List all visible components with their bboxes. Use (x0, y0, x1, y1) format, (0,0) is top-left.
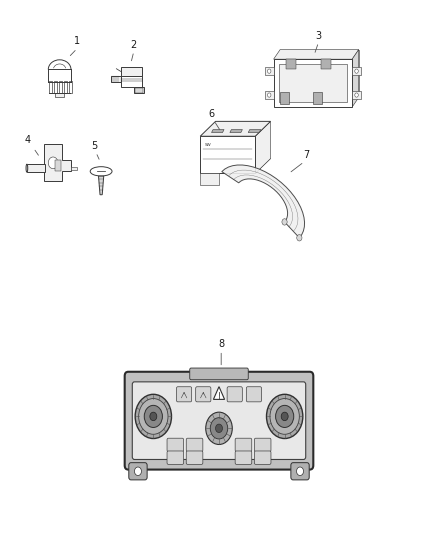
Text: 6: 6 (208, 109, 214, 119)
Circle shape (297, 235, 302, 241)
Bar (286, 59, 296, 69)
Bar (280, 92, 289, 104)
Circle shape (48, 157, 58, 168)
Bar (53, 82, 57, 93)
FancyBboxPatch shape (186, 451, 203, 464)
Polygon shape (280, 50, 359, 98)
Polygon shape (213, 386, 225, 399)
Polygon shape (248, 130, 261, 133)
FancyBboxPatch shape (235, 438, 252, 451)
FancyBboxPatch shape (167, 451, 184, 464)
FancyBboxPatch shape (125, 372, 313, 470)
Text: SW: SW (205, 142, 212, 147)
Bar (265, 67, 274, 75)
FancyBboxPatch shape (227, 387, 242, 402)
FancyBboxPatch shape (190, 368, 248, 379)
Bar (200, 173, 219, 184)
Text: 3: 3 (315, 30, 321, 41)
FancyBboxPatch shape (167, 438, 184, 451)
Bar (64, 82, 67, 93)
Bar (59, 82, 62, 93)
Circle shape (210, 418, 228, 439)
Polygon shape (212, 130, 224, 133)
FancyBboxPatch shape (186, 438, 203, 451)
Bar (111, 76, 121, 82)
Text: 8: 8 (218, 339, 224, 349)
FancyBboxPatch shape (129, 463, 147, 480)
Bar (135, 88, 143, 93)
Circle shape (355, 93, 358, 97)
Bar (352, 67, 361, 75)
Circle shape (144, 406, 162, 427)
Circle shape (268, 93, 271, 97)
Circle shape (206, 412, 232, 445)
FancyBboxPatch shape (132, 382, 306, 459)
Polygon shape (121, 67, 141, 76)
Text: 5: 5 (92, 141, 98, 151)
FancyBboxPatch shape (235, 451, 252, 464)
Bar (55, 93, 64, 97)
FancyBboxPatch shape (291, 463, 309, 480)
Bar (279, 64, 347, 102)
Bar (352, 91, 361, 99)
Bar (265, 91, 274, 99)
Polygon shape (200, 122, 271, 136)
Polygon shape (230, 130, 242, 133)
Circle shape (270, 399, 299, 434)
FancyBboxPatch shape (254, 438, 271, 451)
Polygon shape (44, 144, 71, 181)
Circle shape (139, 399, 168, 434)
Bar (200, 136, 255, 173)
Circle shape (266, 394, 303, 439)
Bar (69, 82, 71, 93)
Circle shape (355, 69, 358, 73)
Text: 1: 1 (74, 36, 80, 46)
Circle shape (215, 424, 223, 433)
Bar (274, 59, 352, 107)
Circle shape (134, 467, 141, 475)
Polygon shape (200, 159, 271, 173)
Polygon shape (99, 176, 104, 195)
FancyBboxPatch shape (246, 387, 261, 402)
Bar (55, 160, 61, 171)
Polygon shape (352, 50, 359, 107)
Bar (71, 166, 77, 169)
Text: 7: 7 (303, 150, 310, 160)
Text: 4: 4 (25, 135, 31, 146)
Circle shape (281, 412, 288, 421)
Circle shape (150, 412, 157, 421)
FancyBboxPatch shape (177, 387, 192, 402)
Ellipse shape (90, 167, 112, 176)
Polygon shape (121, 76, 141, 87)
Bar (313, 92, 321, 104)
Polygon shape (222, 165, 304, 238)
Text: 2: 2 (131, 39, 137, 50)
Polygon shape (255, 122, 271, 173)
Circle shape (282, 219, 287, 225)
Ellipse shape (26, 164, 28, 172)
FancyBboxPatch shape (196, 387, 211, 402)
Circle shape (297, 467, 304, 475)
FancyBboxPatch shape (254, 451, 271, 464)
Circle shape (135, 394, 172, 439)
Bar (27, 164, 46, 172)
Bar (49, 82, 52, 93)
Circle shape (276, 406, 294, 427)
Bar (321, 59, 331, 69)
Circle shape (268, 69, 271, 73)
Polygon shape (274, 50, 359, 59)
Bar (134, 87, 144, 93)
